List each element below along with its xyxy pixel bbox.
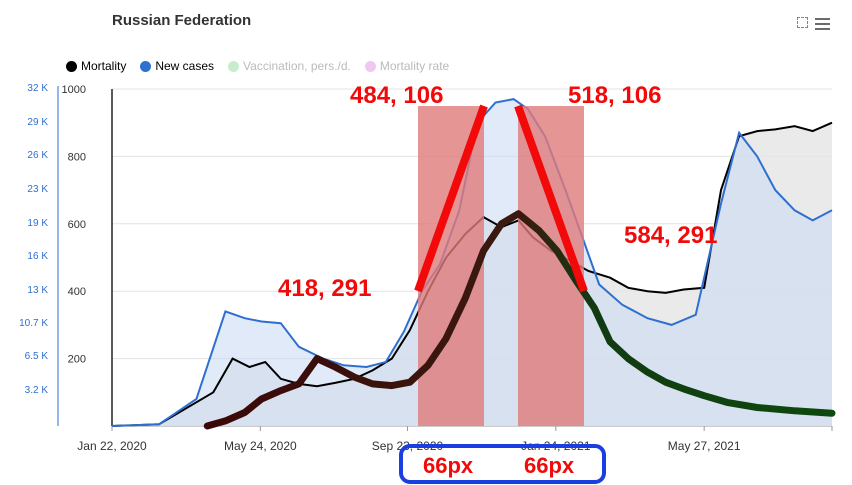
y-tick-label-left: 400: [68, 286, 86, 298]
highlight-box: [399, 444, 606, 484]
y-tick-label-right: 26 K: [27, 150, 48, 161]
legend-label-mortality-rate: Mortality rate: [379, 59, 450, 73]
legend-dot-mortality: [66, 60, 77, 72]
x-tick-label: May 27, 2021: [668, 439, 741, 453]
annotation-label-484-106: 484, 106: [350, 82, 443, 109]
x-tick-label: May 24, 2020: [224, 439, 297, 453]
y-tick-label-right: 32 K: [27, 83, 48, 94]
y-tick-label-left: 600: [68, 219, 86, 231]
select-area-icon[interactable]: [797, 17, 808, 28]
legend-item-new-cases[interactable]: New cases: [140, 59, 214, 73]
y-tick-label-right: 3.2 K: [25, 385, 49, 396]
y-tick-label-right: 6.5 K: [25, 351, 49, 362]
hamburger-menu-icon[interactable]: [815, 18, 830, 33]
chart-title: Russian Federation: [112, 12, 252, 29]
y-tick-label-left: 1000: [62, 84, 86, 96]
annotation-label-518-106: 518, 106: [568, 82, 661, 109]
y-tick-label-right: 10.7 K: [19, 318, 48, 329]
y-tick-label-left: 800: [68, 151, 86, 163]
annotation-label-66px-left: 66px: [423, 453, 474, 478]
legend-label-new-cases: New cases: [155, 59, 215, 73]
chart-legend: Mortality New cases Vaccination, pers./d…: [66, 59, 463, 73]
legend-dot-mortality-rate: [364, 60, 376, 72]
y-tick-label-left: 200: [68, 354, 86, 366]
legend-item-mortality-rate[interactable]: Mortality rate: [364, 59, 450, 73]
y-tick-label-right: 16 K: [27, 251, 48, 262]
slope-line-right: [514, 104, 588, 293]
new-cases-line: [111, 98, 833, 427]
legend-label-vaccination: Vaccination, pers./d.: [243, 59, 351, 73]
legend-dot-new-cases: [140, 60, 152, 72]
legend-item-vaccination[interactable]: Vaccination, pers./d.: [228, 59, 351, 73]
annotation-label-418-291: 418, 291: [278, 275, 371, 302]
y-tick-label-right: 19 K: [27, 218, 48, 229]
legend-label-mortality: Mortality: [81, 59, 127, 73]
annotation-label-66px-right: 66px: [524, 453, 575, 478]
x-tick-label: Jan 22, 2020: [77, 439, 147, 453]
y-tick-label-right: 23 K: [27, 184, 48, 195]
legend-dot-vaccination: [228, 60, 240, 72]
slope-line-left: [414, 104, 488, 293]
legend-item-mortality[interactable]: Mortality: [66, 59, 126, 73]
y-tick-label-right: 13 K: [27, 285, 48, 296]
annotation-label-584-291: 584, 291: [624, 222, 717, 249]
y-tick-label-right: 29 K: [27, 117, 48, 128]
annotation-curve: [203, 210, 836, 430]
chart-menu-button[interactable]: [797, 15, 835, 33]
